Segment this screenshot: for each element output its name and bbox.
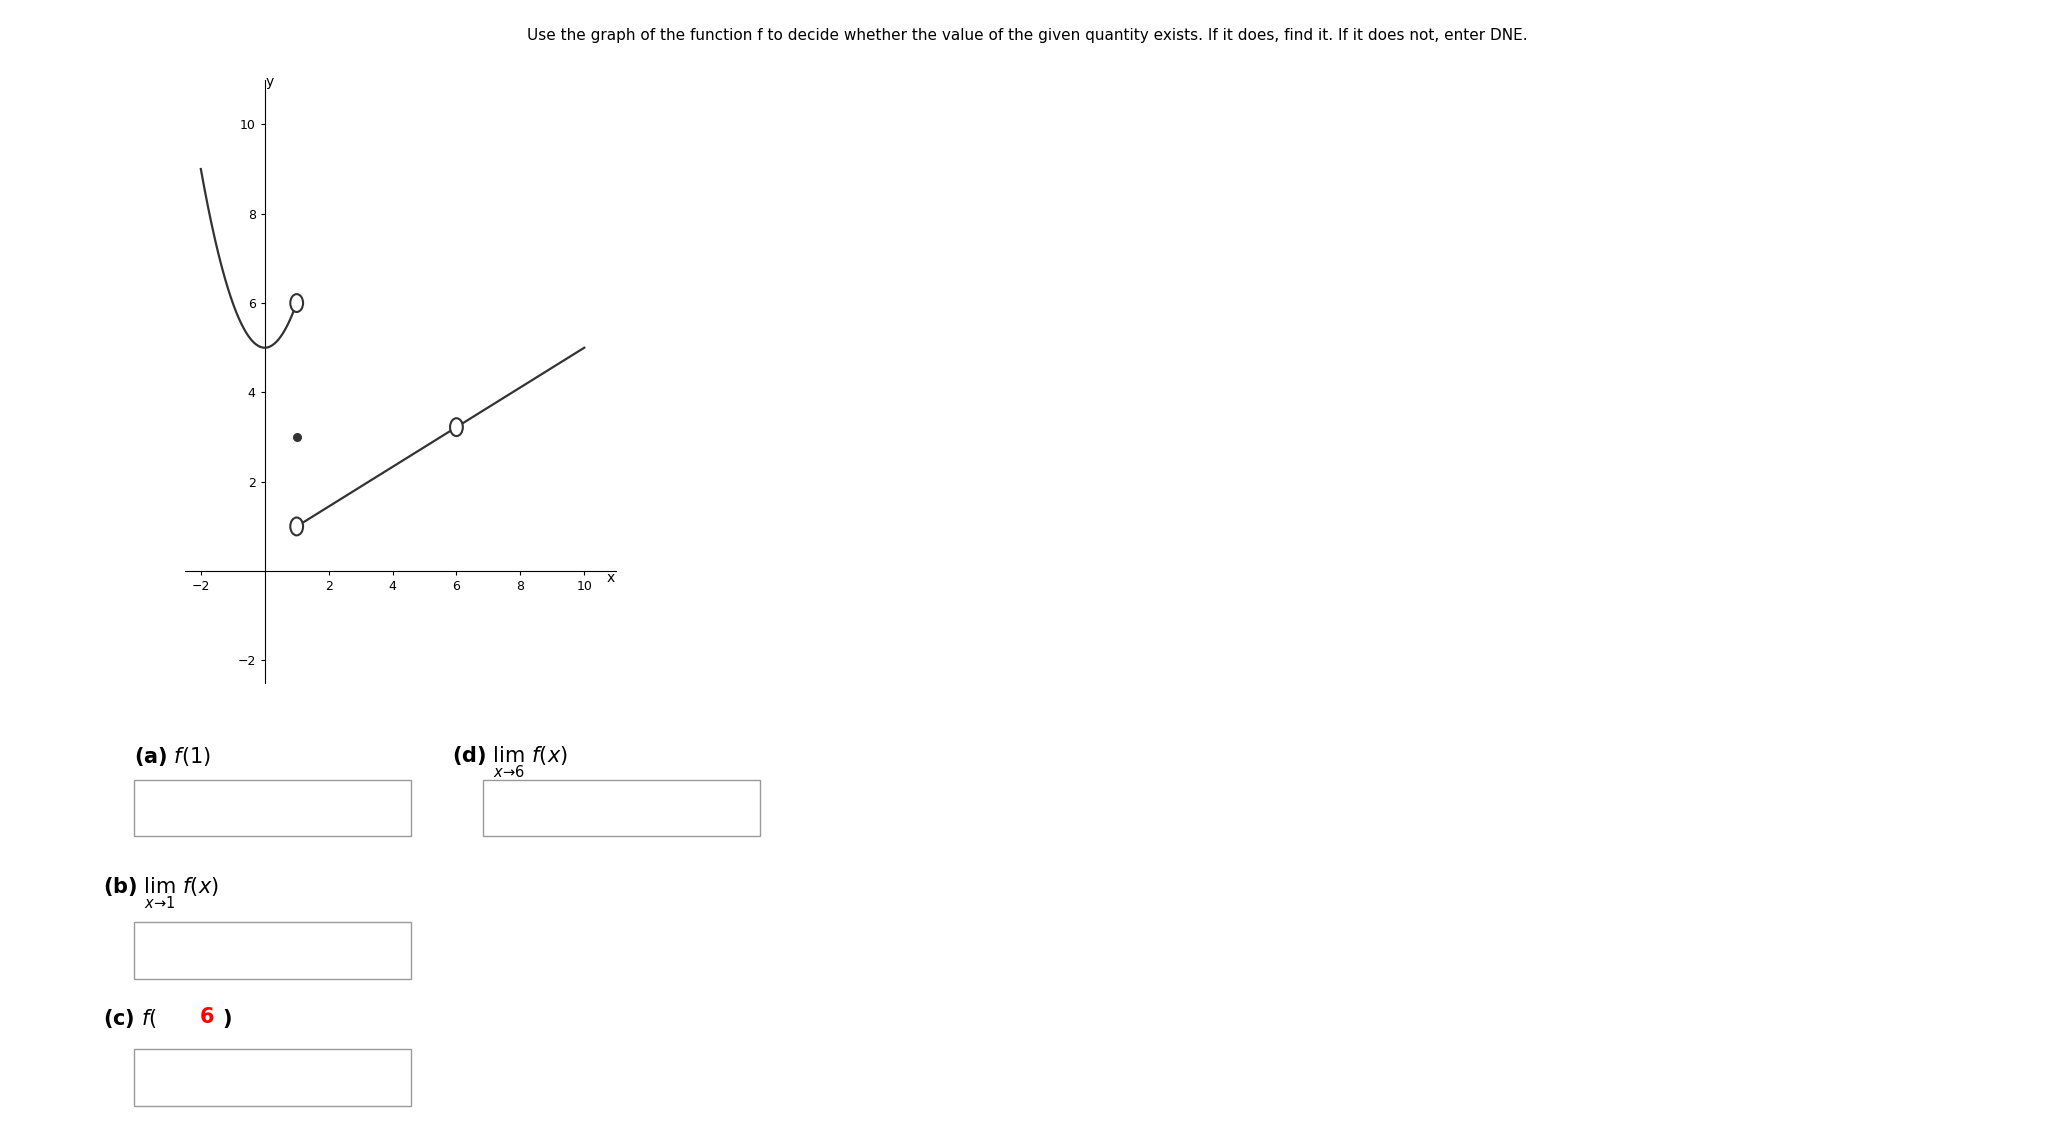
Text: y: y <box>265 75 273 89</box>
Text: $\mathbf{(d)}\ \lim_{x \to 6}\ f(x)$: $\mathbf{(d)}\ \lim_{x \to 6}\ f(x)$ <box>452 745 567 781</box>
Text: $\mathbf{(c)}\ f($: $\mathbf{(c)}\ f($ <box>103 1007 156 1030</box>
Text: Use the graph of the function f to decide whether the value of the given quantit: Use the graph of the function f to decid… <box>526 28 1528 43</box>
Text: $\mathbf{(b)}\ \lim_{x \to 1}\ f(x)$: $\mathbf{(b)}\ \lim_{x \to 1}\ f(x)$ <box>103 876 218 912</box>
Circle shape <box>450 418 462 436</box>
Text: $\mathbf{(a)}\ f(1)$: $\mathbf{(a)}\ f(1)$ <box>134 745 212 768</box>
Text: $\mathbf{)}$: $\mathbf{)}$ <box>222 1007 232 1030</box>
Circle shape <box>290 518 304 535</box>
Text: x: x <box>606 571 614 585</box>
Text: $\mathbf{6}$: $\mathbf{6}$ <box>199 1007 214 1028</box>
Circle shape <box>290 294 304 312</box>
